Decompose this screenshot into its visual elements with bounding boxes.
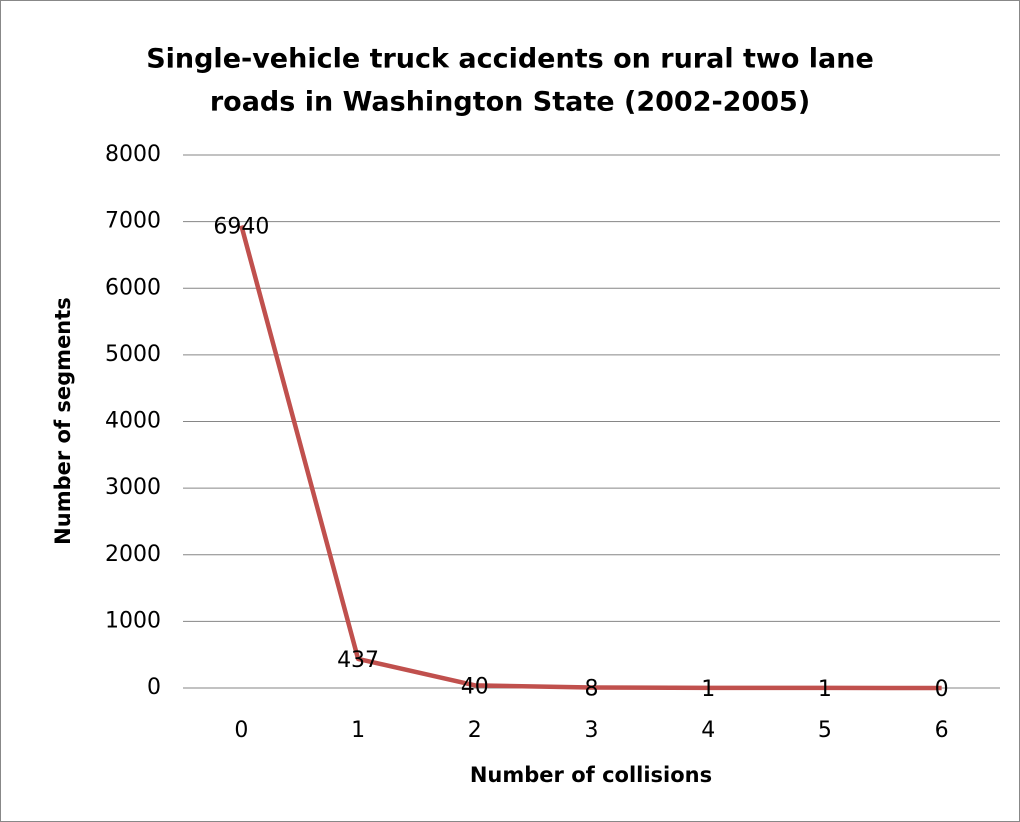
y-axis-title: Number of segments: [51, 297, 75, 545]
chart-title: Single-vehicle truck accidents on rural …: [146, 44, 874, 75]
y-tick-label: 5000: [105, 342, 161, 367]
x-axis-title: Number of collisions: [470, 763, 712, 787]
data-label: 8: [585, 676, 599, 701]
y-tick-label: 2000: [105, 542, 161, 567]
data-label: 437: [337, 648, 379, 673]
x-tick-label: 4: [701, 718, 715, 743]
y-tick-label: 1000: [105, 608, 161, 633]
data-label: 0: [935, 677, 949, 702]
y-tick-label: 0: [147, 675, 161, 700]
x-tick-label: 1: [351, 718, 365, 743]
y-tick-label: 4000: [105, 409, 161, 434]
x-tick-label: 3: [585, 718, 599, 743]
y-tick-label: 8000: [105, 142, 161, 167]
x-tick-label: 0: [234, 718, 248, 743]
chart-title: roads in Washington State (2002-2005): [210, 87, 810, 118]
y-tick-label: 7000: [105, 209, 161, 234]
x-tick-label: 5: [818, 718, 832, 743]
data-label: 6940: [213, 215, 269, 240]
y-tick-label: 3000: [105, 475, 161, 500]
data-label: 40: [461, 674, 489, 699]
x-tick-label: 6: [935, 718, 949, 743]
data-line: [239, 225, 942, 691]
y-tick-label: 6000: [105, 275, 161, 300]
data-label: 1: [701, 677, 715, 702]
data-label: 1: [818, 677, 832, 702]
x-tick-label: 2: [468, 718, 482, 743]
